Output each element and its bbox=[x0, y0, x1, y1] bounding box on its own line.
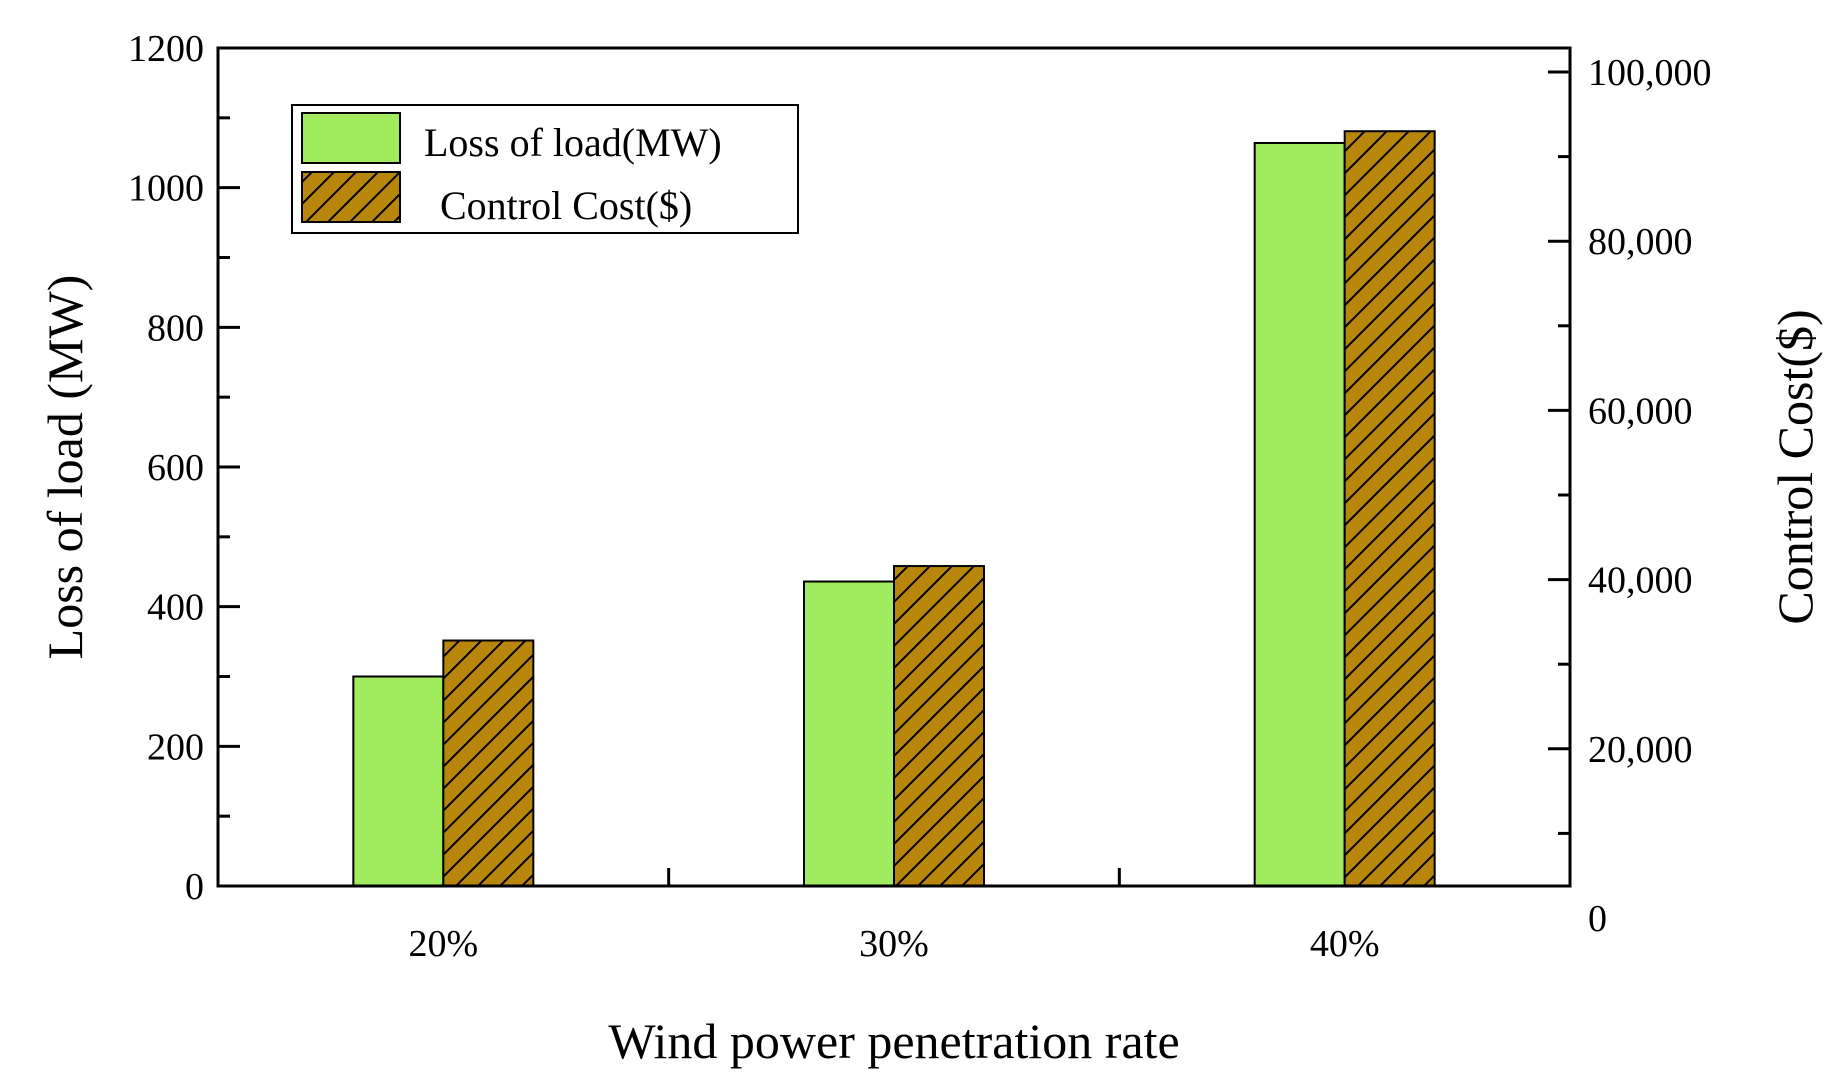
left-y-axis-title: Loss of load (MW) bbox=[37, 275, 93, 660]
left-y-tick-label: 0 bbox=[185, 866, 204, 908]
right-y-tick-label: 60,000 bbox=[1588, 390, 1693, 432]
left-y-tick-label: 400 bbox=[147, 587, 204, 629]
bar-control-cost bbox=[1343, 130, 1436, 888]
bar-loss-of-load bbox=[1253, 141, 1346, 887]
right-y-tick-label: 40,000 bbox=[1588, 560, 1693, 602]
left-y-axis: 0 200 400 600 800 1000 1200 bbox=[128, 28, 240, 908]
legend: Loss of load(MW) Control Cost($) bbox=[291, 104, 799, 234]
x-axis-title: Wind power penetration rate bbox=[608, 1013, 1179, 1069]
right-y-tick-label: 80,000 bbox=[1588, 221, 1693, 263]
right-y-tick-label: 100,000 bbox=[1588, 52, 1712, 94]
right-y-axis-title: Control Cost($) bbox=[1767, 309, 1823, 624]
left-y-tick-label: 200 bbox=[147, 726, 204, 768]
bar-loss-of-load bbox=[352, 675, 445, 887]
right-y-tick-label: 0 bbox=[1588, 898, 1607, 940]
left-y-tick-label: 1200 bbox=[128, 28, 204, 70]
left-y-tick-label: 1000 bbox=[128, 168, 204, 210]
left-y-tick-label: 800 bbox=[147, 307, 204, 349]
legend-swatch-control-cost bbox=[301, 171, 401, 223]
x-tick-label: 40% bbox=[1310, 923, 1380, 965]
x-tick-label: 20% bbox=[409, 923, 479, 965]
x-tick-label: 30% bbox=[859, 923, 929, 965]
right-y-tick-label: 20,000 bbox=[1588, 729, 1693, 771]
legend-swatch-loss-of-load bbox=[301, 112, 401, 164]
x-axis: 20% 30% 40% bbox=[409, 868, 1380, 965]
bar-loss-of-load bbox=[803, 580, 895, 887]
bar-group bbox=[352, 130, 1436, 888]
legend-label-control-cost: Control Cost($) bbox=[440, 183, 692, 228]
bar-control-cost bbox=[893, 565, 985, 888]
right-y-axis: 0 20,000 40,000 60,000 80,000 100,000 bbox=[1548, 52, 1712, 940]
legend-label-loss-of-load: Loss of load(MW) bbox=[424, 120, 722, 165]
left-y-tick-label: 600 bbox=[147, 447, 204, 489]
bar-control-cost bbox=[442, 639, 535, 888]
